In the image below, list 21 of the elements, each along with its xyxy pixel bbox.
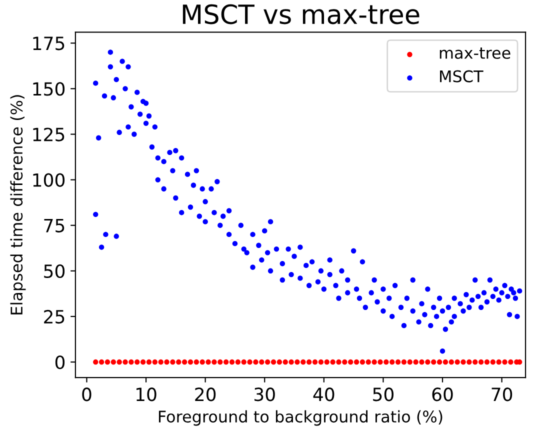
y-tick-label: 75 [44,219,64,232]
y-tick-label: 50 [44,264,65,278]
x-tick-label: 0 [82,388,92,402]
x-tick-label: 60 [432,388,453,402]
x-tick-label: 30 [254,388,275,402]
x-tick-label: 50 [373,388,394,402]
x-tick-label: 10 [136,388,156,402]
y-tick-label: 0 [55,355,65,370]
y-tick-label: 100 [33,173,65,187]
chart-title: MSCT vs max-tree [182,4,420,24]
x-tick-label: 70 [492,388,512,402]
y-tick-label: 25 [44,310,64,324]
legend-label: MSCT [440,70,484,82]
x-axis-title: Foreground to background ratio (%) [158,410,442,426]
y-axis-title: Elapsed time difference (%) [10,95,26,314]
y-tick-label: 175 [33,36,64,50]
x-tick-label: 40 [313,388,334,402]
y-tick-label: 125 [33,128,64,142]
legend-label: max-tree [440,47,510,59]
x-tick-label: 20 [195,388,216,402]
y-tick-label: 150 [33,82,65,96]
